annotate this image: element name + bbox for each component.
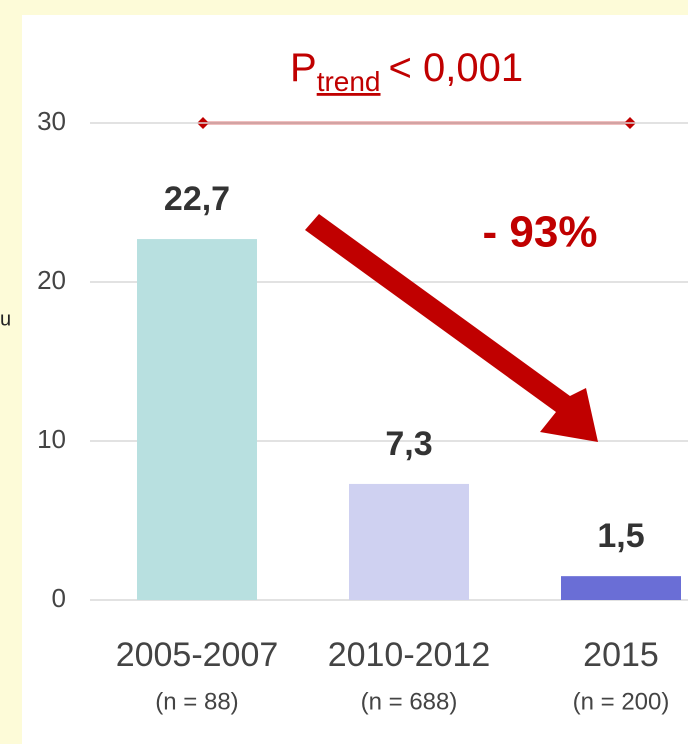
x-tick-note: (n = 688) [361, 688, 458, 715]
value-label: 22,7 [164, 180, 230, 218]
value-label: 1,5 [597, 517, 644, 555]
x-tick-note: (n = 88) [155, 688, 238, 715]
x-tick-label: 2015 [583, 636, 659, 674]
bar [561, 576, 681, 600]
decline-arrow [305, 214, 598, 442]
y-tick-label: 20 [37, 265, 66, 295]
value-label: 7,3 [385, 425, 432, 463]
y-axis-label: u [0, 308, 11, 330]
plot-background [22, 15, 688, 744]
change-label: - 93% [483, 208, 598, 257]
x-tick-label: 2005-2007 [116, 636, 279, 674]
marks: 0 10 20 30 2005-2007 (n = 88) 22,7 2010-2012 (n … [37, 106, 688, 715]
p-trend: Ptrend < 0,001 [290, 46, 523, 98]
bar [349, 483, 469, 600]
y-tick-label: 30 [37, 106, 66, 136]
y-tick-label: 10 [37, 424, 66, 454]
p-rest: < 0,001 [389, 46, 524, 90]
x-tick-note: (n = 200) [573, 688, 670, 715]
x-tick-label: 2010-2012 [328, 636, 491, 674]
y-tick-label: 0 [52, 583, 66, 613]
bar [137, 239, 257, 600]
p-sub: trend [317, 66, 381, 97]
p-main: P [290, 46, 317, 90]
